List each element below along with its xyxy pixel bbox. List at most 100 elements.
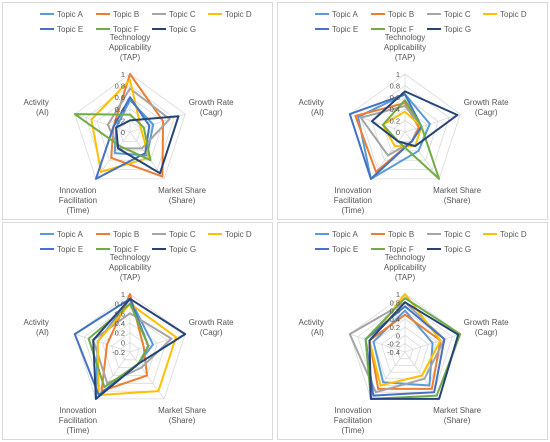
- axis-label-line: Facilitation: [334, 196, 372, 205]
- legend-item: Topic C: [427, 230, 471, 239]
- legend-item: Topic C: [427, 10, 471, 19]
- radar-chart-3: Topic A Topic B Topic C Topic D Topic E Topic…: [2, 222, 273, 440]
- axis-label-line: (AI): [36, 328, 49, 337]
- legend-item: Topic E: [40, 25, 83, 34]
- axis-label: Growth Rate (Cagr): [464, 318, 509, 337]
- chart-border: [2, 222, 273, 440]
- series-line: [368, 313, 442, 390]
- legend-label: Topic D: [500, 10, 527, 19]
- legend-item: Topic F: [371, 25, 414, 34]
- legend-item: Topic F: [96, 245, 139, 254]
- legend-label: Topic A: [57, 10, 83, 19]
- axis-label-line: (TAP): [395, 53, 416, 62]
- axis-label: Market Share (Share): [158, 406, 207, 425]
- legend-label: Topic C: [444, 230, 471, 239]
- series-line: [381, 110, 423, 148]
- legend-item: Topic D: [208, 10, 252, 19]
- legend-item: Topic F: [371, 245, 414, 254]
- legend-item: Topic G: [152, 245, 196, 254]
- legend-label: Topic F: [113, 25, 139, 34]
- legend-label: Topic A: [57, 230, 83, 239]
- radial-tick-label: 1: [396, 290, 400, 299]
- axis-label-line: Innovation: [59, 186, 96, 195]
- series-line: [110, 73, 165, 178]
- radial-tick-label: 0.2: [115, 329, 125, 338]
- radial-tick-label: 1: [121, 70, 125, 79]
- legend-item: Topic G: [427, 25, 471, 34]
- legend-label: Topic D: [225, 10, 252, 19]
- radial-axis-line: [349, 333, 406, 353]
- legend-item: Topic A: [315, 10, 358, 19]
- radial-tick-label: 0.8: [115, 82, 125, 91]
- radar-chart-4: Topic A Topic B Topic C Topic D Topic E Topic…: [277, 222, 548, 440]
- radial-tick-label: 0.2: [390, 323, 400, 332]
- axis-label-line: Activity: [298, 98, 323, 107]
- legend-item: Topic E: [40, 245, 83, 254]
- axis-label-line: Facilitation: [59, 196, 97, 205]
- axis-label-line: Innovation: [334, 406, 371, 415]
- series-line: [370, 90, 459, 148]
- grid-ring: [111, 332, 149, 369]
- axis-label-line: Innovation: [334, 186, 371, 195]
- legend-item: Topic F: [96, 25, 139, 34]
- radial-axis-line: [404, 113, 461, 133]
- radial-tick-label: 0.8: [390, 82, 400, 91]
- radial-axis-line: [74, 333, 131, 353]
- legend-item: Topic G: [427, 245, 471, 254]
- radial-tick-label: -0.4: [387, 348, 400, 357]
- chart-legend: Topic A Topic B Topic C Topic D Topic E Topic…: [40, 230, 252, 254]
- axis-label-line: (Share): [169, 196, 196, 205]
- radial-tick-label: 0.6: [390, 93, 400, 102]
- axis-label-line: Applicability: [384, 43, 426, 52]
- radial-tick-label: 0.4: [115, 319, 125, 328]
- legend-item: Topic B: [371, 10, 414, 19]
- axis-label-line: Facilitation: [59, 416, 97, 425]
- radar-grid: [74, 73, 186, 180]
- legend-label: Topic A: [332, 230, 358, 239]
- grid-ring: [74, 73, 186, 180]
- legend-label: Topic B: [113, 230, 139, 239]
- axis-label: Market Share (Share): [433, 406, 482, 425]
- legend-label: Topic B: [113, 10, 139, 19]
- chart-border: [277, 222, 548, 440]
- radial-tick-label: -0.2: [387, 340, 400, 349]
- radial-tick-label: 0.8: [115, 300, 125, 309]
- axis-label: Technology Applicability (TAP): [384, 33, 426, 62]
- radial-tick-label: 0.6: [115, 93, 125, 102]
- legend-label: Topic A: [332, 10, 358, 19]
- axis-label-line: Market Share: [433, 406, 482, 415]
- radial-tick-label: 0.2: [115, 116, 125, 125]
- legend-label: Topic B: [388, 230, 414, 239]
- series-line: [113, 99, 155, 157]
- series-line: [115, 115, 180, 175]
- radial-axis-line: [74, 113, 131, 133]
- legend-label: Topic E: [57, 25, 83, 34]
- chart-legend: Topic A Topic B Topic C Topic D Topic E Topic…: [315, 10, 527, 34]
- series-line: [106, 87, 171, 150]
- axis-label-line: Technology: [110, 253, 150, 262]
- radial-tick-label: 0.4: [390, 105, 400, 114]
- radar-series-group: [73, 293, 187, 400]
- legend-label: Topic C: [169, 230, 196, 239]
- series-line: [368, 301, 460, 400]
- series-line: [100, 293, 148, 393]
- grid-ring: [120, 341, 140, 361]
- legend-label: Topic G: [169, 245, 196, 254]
- axis-label-line: (Time): [67, 206, 90, 215]
- axis-label: Innovation Facilitation (Time): [59, 406, 97, 435]
- axis-label-line: Growth Rate: [189, 318, 234, 327]
- axis-label-line: (Time): [342, 206, 365, 215]
- axis-label-line: Activity: [298, 318, 323, 327]
- radial-tick-label: 0: [396, 128, 400, 137]
- axis-label-line: Facilitation: [334, 416, 372, 425]
- axis-label: Activity (AI): [23, 318, 49, 337]
- axis-label: Market Share (Share): [433, 186, 482, 205]
- axis-label: Growth Rate (Cagr): [464, 98, 509, 117]
- radial-tick-label: 0: [121, 338, 125, 347]
- legend-label: Topic D: [225, 230, 252, 239]
- radar-series-group: [348, 293, 462, 400]
- grid-ring: [118, 119, 142, 142]
- axis-label: Technology Applicability (TAP): [384, 253, 426, 282]
- radial-tick-label: 0: [121, 128, 125, 137]
